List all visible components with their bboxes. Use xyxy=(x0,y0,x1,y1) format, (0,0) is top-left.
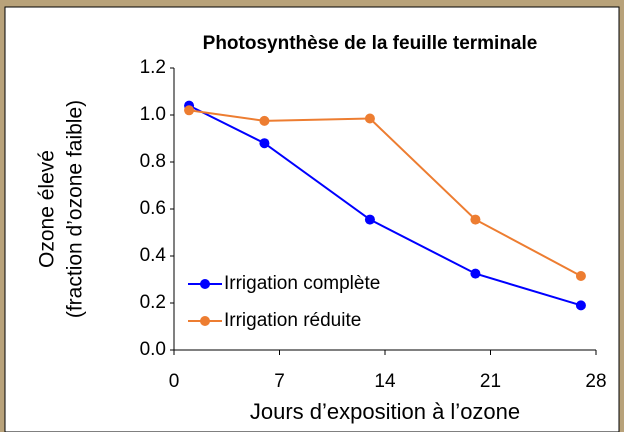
y-tick-label: 1.0 xyxy=(140,104,166,125)
data-point xyxy=(184,105,194,115)
y-tick-label: 0.6 xyxy=(140,198,166,219)
legend-label: Irrigation complète xyxy=(224,273,380,294)
data-point xyxy=(470,269,480,279)
legend-marker xyxy=(200,316,210,326)
data-point xyxy=(576,271,586,281)
x-tick-label: 28 xyxy=(585,371,606,392)
y-axis-label: (fraction d’ozone faible) xyxy=(64,100,87,318)
x-axis-label: Jours d’exposition à l’ozone xyxy=(250,399,520,424)
legend-label: Irrigation réduite xyxy=(224,310,361,331)
chart: Photosynthèse de la feuille terminale Jo… xyxy=(0,0,624,432)
data-point xyxy=(365,215,375,225)
y-tick-label: 0.0 xyxy=(140,339,166,360)
legend-marker xyxy=(200,279,210,289)
y-tick-label: 0.8 xyxy=(140,151,166,172)
data-point xyxy=(576,300,586,310)
data-point xyxy=(259,116,269,126)
y-tick-label: 1.2 xyxy=(140,57,166,78)
data-point xyxy=(365,114,375,124)
x-tick-label: 21 xyxy=(480,371,501,392)
chart-area xyxy=(5,7,619,432)
chart-title: Photosynthèse de la feuille terminale xyxy=(203,33,538,54)
x-tick-label: 14 xyxy=(374,371,396,392)
x-tick-label: 0 xyxy=(169,371,180,392)
y-tick-label: 0.4 xyxy=(140,245,167,266)
y-tick-label: 0.2 xyxy=(140,292,166,313)
data-point xyxy=(470,215,480,225)
y-axis-label: Ozone élevé xyxy=(36,150,59,268)
data-point xyxy=(259,138,269,148)
x-tick-label: 7 xyxy=(274,371,285,392)
